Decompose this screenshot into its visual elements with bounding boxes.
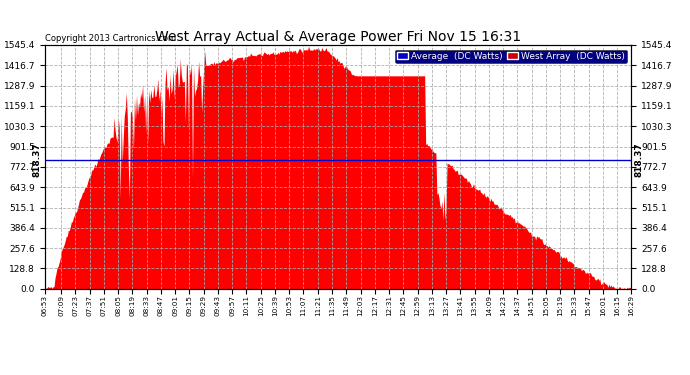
Text: 818.37: 818.37: [634, 142, 643, 177]
Text: 818.37: 818.37: [33, 142, 42, 177]
Title: West Array Actual & Average Power Fri Nov 15 16:31: West Array Actual & Average Power Fri No…: [155, 30, 521, 44]
Legend: Average  (DC Watts), West Array  (DC Watts): Average (DC Watts), West Array (DC Watts…: [395, 50, 627, 63]
Text: Copyright 2013 Cartronics.com: Copyright 2013 Cartronics.com: [45, 34, 176, 43]
